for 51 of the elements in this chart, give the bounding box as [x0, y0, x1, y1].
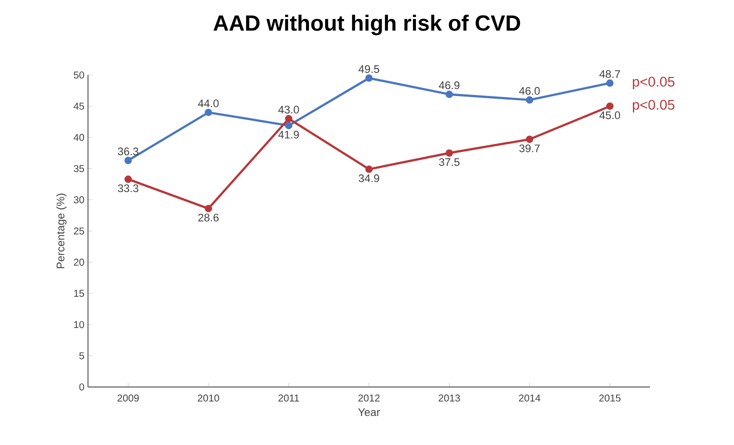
point: [285, 114, 292, 122]
point: [365, 166, 373, 173]
point: [446, 90, 453, 98]
data-label: 44.0: [198, 100, 219, 108]
y-tick-label: 50: [74, 71, 84, 79]
y-axis-title: Percentage (%): [56, 194, 67, 268]
x-tick-label: 2010: [198, 394, 220, 402]
point: [365, 74, 373, 82]
x-tick-label: 2012: [358, 394, 380, 402]
data-label: 34.9: [358, 174, 380, 182]
point: [606, 102, 614, 110]
data-label: 46.0: [519, 87, 540, 95]
data-label: 45.0: [599, 111, 620, 120]
data-label: 37.5: [439, 158, 460, 166]
data-label: 49.5: [358, 65, 380, 73]
data-label: 43.0: [278, 106, 299, 114]
annotation: p<0.05: [632, 76, 674, 90]
point: [285, 122, 292, 130]
point: [204, 204, 212, 212]
annotation: p<0.05: [632, 100, 674, 113]
point: [526, 96, 534, 104]
x-tick-label: 2009: [118, 394, 139, 402]
y-tick-label: 5: [79, 352, 84, 360]
chart-title: AAD without high risk of CVD: [214, 14, 520, 36]
y-tick-label: 10: [74, 321, 84, 328]
x-tick-label: 2014: [518, 394, 540, 402]
point: [204, 108, 212, 116]
x-axis-title: Year: [358, 408, 380, 416]
y-tick-label: 35: [74, 165, 84, 172]
data-label: 36.3: [118, 148, 138, 156]
x-tick-label: 2013: [438, 394, 460, 402]
data-label: 39.7: [519, 144, 540, 152]
point: [606, 79, 614, 87]
point: [124, 176, 132, 183]
y-tick-label: 30: [74, 196, 84, 204]
y-tick-label: 0: [79, 383, 84, 391]
data-label: 41.9: [278, 130, 299, 138]
y-tick-label: 40: [74, 134, 84, 141]
x-tick-label: 2011: [278, 394, 299, 402]
y-tick-label: 15: [74, 290, 84, 297]
point: [124, 156, 132, 164]
point: [526, 136, 534, 143]
data-label: 28.6: [198, 214, 219, 222]
data-label: 46.9: [438, 81, 460, 90]
y-tick-label: 20: [74, 258, 84, 266]
x-tick-label: 2015: [599, 394, 621, 402]
point: [446, 149, 453, 157]
y-tick-label: 25: [74, 227, 84, 235]
data-label: 33.3: [118, 184, 138, 192]
y-tick-label: 45: [74, 102, 84, 110]
data-label: 48.7: [599, 70, 620, 78]
